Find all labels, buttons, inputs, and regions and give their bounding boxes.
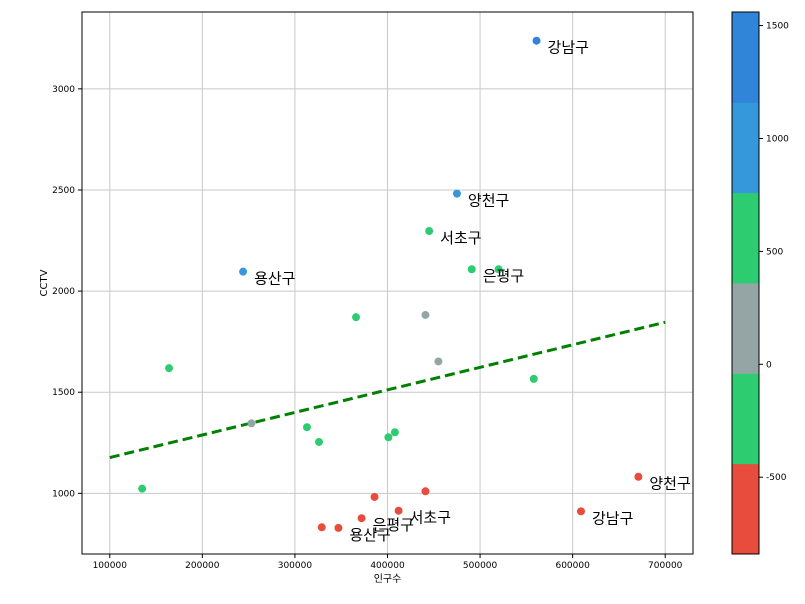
x-axis-ticks: 100000 200000 300000 400000 500000 600000 7000… [93, 554, 683, 571]
data-point [138, 484, 147, 493]
data-point [425, 227, 434, 236]
colorbar-band [732, 283, 759, 374]
data-point [302, 423, 311, 432]
trendline [109, 320, 666, 459]
data-point [634, 472, 643, 481]
point-annotation: 서초구 [410, 509, 451, 527]
y-tick-label: 1000 [52, 489, 75, 499]
data-point [317, 523, 326, 532]
x-tick-label: 500000 [463, 561, 498, 571]
x-tick-label: 600000 [555, 561, 590, 571]
data-point [421, 310, 430, 319]
x-tick-label: 200000 [185, 561, 220, 571]
data-point [247, 419, 256, 428]
points-layer [138, 36, 643, 532]
data-point [576, 507, 585, 516]
y-tick-label: 1500 [52, 388, 75, 398]
x-tick-label: 700000 [648, 561, 683, 571]
data-point [165, 364, 174, 373]
x-axis-label: 인구수 [374, 573, 402, 585]
colorbar-tick-label: 500 [766, 247, 783, 257]
data-point [314, 437, 323, 446]
point-annotation: 양천구 [649, 475, 690, 493]
point-annotation: 양천구 [468, 192, 509, 210]
colorbar-frame [731, 11, 760, 555]
colorbar-band [732, 192, 759, 284]
data-point [390, 428, 399, 437]
point-annotation: 용산구 [349, 526, 390, 544]
data-point [434, 357, 443, 366]
data-point [384, 433, 393, 442]
colorbar-band [732, 373, 759, 465]
y-axis-ticks: 1000 1500 2000 2500 3000 [52, 85, 82, 499]
data-point [239, 267, 248, 276]
point-annotation: 은평구 [483, 267, 524, 285]
x-tick-label: 300000 [278, 561, 313, 571]
data-point [452, 189, 461, 198]
y-tick-label: 2000 [52, 287, 75, 297]
trendline-layer [109, 320, 666, 459]
colorbar-tick-label: 1500 [766, 22, 789, 32]
data-point [529, 374, 538, 383]
y-tick-label: 2500 [52, 186, 75, 196]
point-annotation: 서초구 [440, 229, 481, 247]
colorbar-tick-label: -500 [766, 473, 787, 483]
grid [82, 12, 693, 554]
colorbar: -500 0 500 1000 1500 [731, 11, 789, 555]
data-point [467, 265, 476, 274]
point-annotation: 용산구 [254, 270, 295, 288]
point-annotation: 은평구 [373, 516, 414, 534]
data-point [494, 265, 503, 274]
colorbar-tick-label: 0 [766, 360, 772, 370]
colorbar-tick-label: 1000 [766, 134, 789, 144]
data-point [421, 487, 430, 496]
colorbar-band [732, 12, 759, 103]
point-annotation: 강남구 [548, 39, 589, 57]
x-tick-label: 400000 [370, 561, 405, 571]
data-point [357, 514, 366, 523]
data-point [532, 36, 541, 45]
point-annotation: 강남구 [592, 509, 633, 527]
colorbar-band [732, 463, 759, 555]
y-axis-label: CCTV [39, 269, 50, 296]
y-tick-label: 3000 [52, 85, 75, 95]
data-point [394, 506, 403, 515]
x-tick-label: 100000 [93, 561, 128, 571]
data-point [370, 492, 379, 501]
data-point [334, 523, 343, 532]
colorbar-band [732, 102, 759, 194]
data-point [352, 313, 361, 322]
